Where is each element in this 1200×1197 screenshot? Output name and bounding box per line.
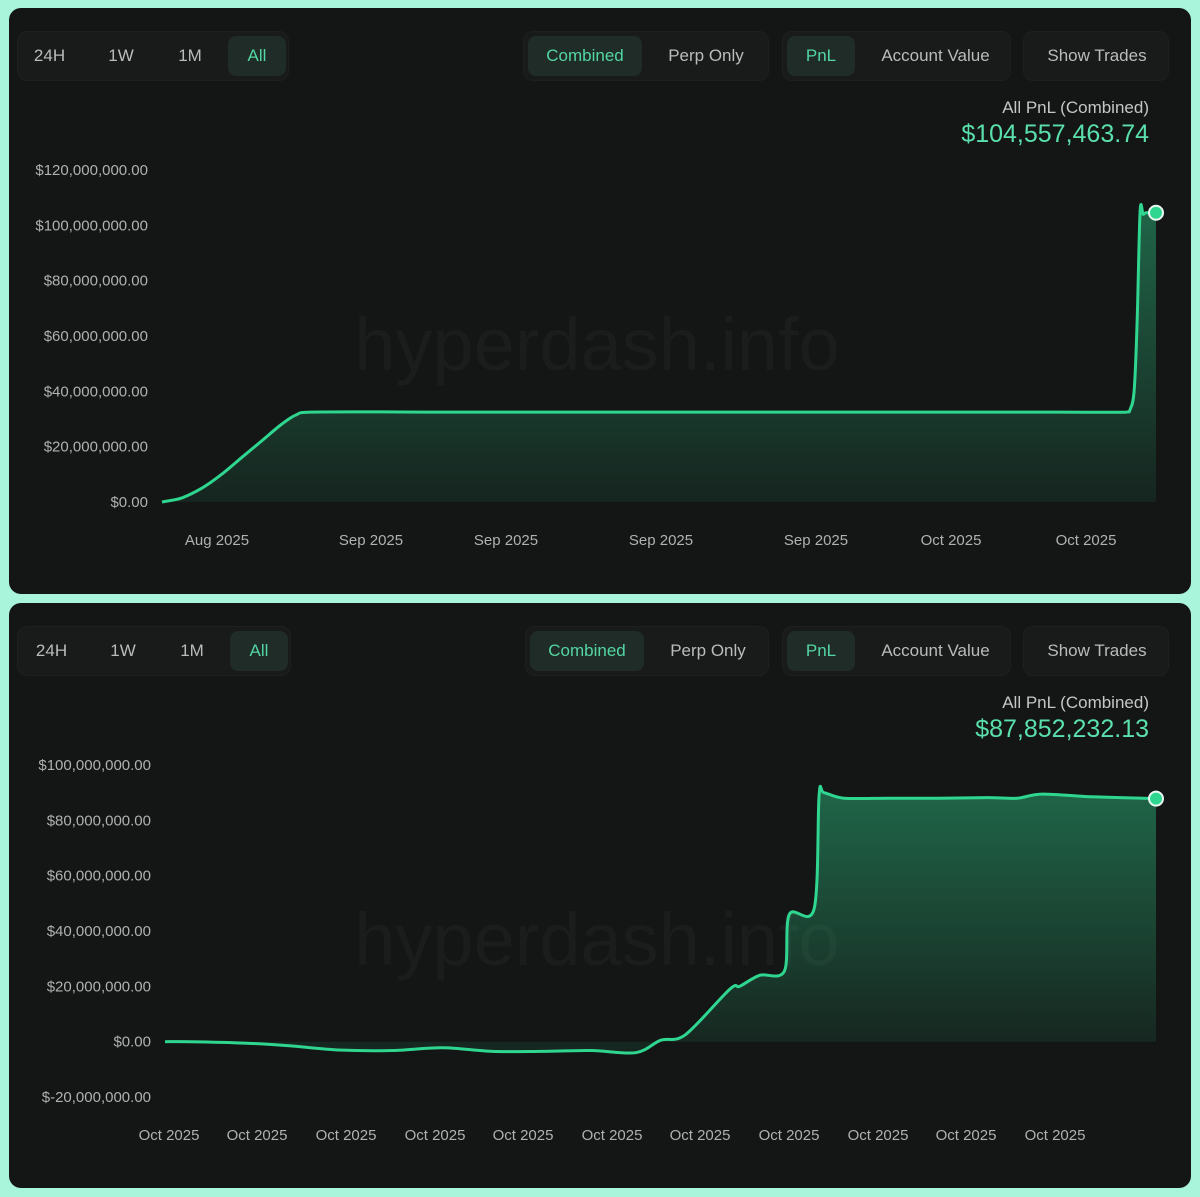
scope-tab-combined[interactable]: Combined — [530, 631, 644, 671]
summary-label: All PnL (Combined) — [1002, 98, 1149, 117]
y-tick-label: $100,000,000.00 — [35, 217, 148, 234]
x-tick-label: Sep 2025 — [339, 532, 403, 549]
range-tab-1m[interactable]: 1M — [180, 641, 204, 660]
y-tick-label: $0.00 — [113, 1034, 151, 1051]
x-tick-label: Oct 2025 — [759, 1127, 820, 1144]
metric-tab-pnl[interactable]: PnL — [787, 631, 855, 671]
range-tab-group: 24H 1W 1M All — [17, 31, 289, 81]
x-tick-label: Oct 2025 — [936, 1127, 997, 1144]
y-tick-label: $100,000,000.00 — [38, 757, 151, 774]
x-tick-label: Oct 2025 — [316, 1127, 377, 1144]
y-tick-label: $20,000,000.00 — [44, 439, 148, 456]
x-tick-label: Aug 2025 — [185, 532, 249, 549]
show-trades-button[interactable]: Show Trades — [1047, 641, 1147, 660]
x-tick-label: Oct 2025 — [670, 1127, 731, 1144]
x-tick-label: Oct 2025 — [139, 1127, 200, 1144]
range-tab-1w[interactable]: 1W — [108, 46, 134, 65]
x-tick-label: Oct 2025 — [227, 1127, 288, 1144]
scope-tab-perp-only[interactable]: Perp Only — [670, 641, 746, 660]
y-tick-label: $40,000,000.00 — [44, 383, 148, 400]
last-value-marker[interactable] — [1148, 790, 1164, 807]
pnl-panel-1: 24H 1W 1M All Combined Perp Only PnL Account Va… — [9, 8, 1191, 594]
pnl-chart: hyperdash.info $0.00 $20,000,000.00 $40,000… — [35, 162, 1164, 549]
watermark: hyperdash.info — [354, 303, 839, 386]
scope-tab-perp-only[interactable]: Perp Only — [668, 46, 744, 65]
last-value-marker[interactable] — [1148, 204, 1164, 221]
metric-tab-account-value[interactable]: Account Value — [881, 46, 990, 65]
range-tab-all[interactable]: All — [228, 36, 286, 76]
pnl-area — [165, 786, 1156, 1054]
metric-tab-group: PnL Account Value — [782, 626, 1011, 676]
range-tab-24h[interactable]: 24H — [33, 46, 66, 65]
pnl-chart: hyperdash.info $-20,000,000.00 $0.00 $20,00… — [38, 757, 1164, 1144]
x-tick-label: Sep 2025 — [474, 532, 538, 549]
summary-value: $87,852,232.13 — [975, 715, 1149, 743]
scope-tab-combined[interactable]: Combined — [528, 36, 642, 76]
x-tick-label: Sep 2025 — [784, 532, 848, 549]
y-tick-label: $20,000,000.00 — [47, 978, 151, 995]
x-tick-label: Oct 2025 — [848, 1127, 909, 1144]
scope-tab-group: Combined Perp Only — [523, 31, 769, 81]
x-tick-label: Oct 2025 — [582, 1127, 643, 1144]
y-tick-label: $-20,000,000.00 — [42, 1089, 151, 1106]
metric-tab-group: PnL Account Value — [782, 31, 1011, 81]
x-tick-label: Oct 2025 — [405, 1127, 466, 1144]
range-tab-1w[interactable]: 1W — [110, 641, 136, 660]
show-trades-button[interactable]: Show Trades — [1047, 46, 1147, 65]
range-tab-all[interactable]: All — [230, 631, 288, 671]
show-trades-group: Show Trades — [1023, 626, 1169, 676]
metric-tab-pnl[interactable]: PnL — [787, 36, 855, 76]
y-tick-label: $80,000,000.00 — [44, 273, 148, 290]
y-tick-label: $60,000,000.00 — [44, 328, 148, 345]
range-tab-1m[interactable]: 1M — [178, 46, 202, 65]
x-tick-label: Oct 2025 — [921, 532, 982, 549]
x-tick-label: Oct 2025 — [493, 1127, 554, 1144]
scope-tab-group: Combined Perp Only — [525, 626, 769, 676]
show-trades-group: Show Trades — [1023, 31, 1169, 81]
x-tick-label: Oct 2025 — [1056, 532, 1117, 549]
y-tick-label: $80,000,000.00 — [47, 812, 151, 829]
range-tab-group: 24H 1W 1M All — [17, 626, 291, 676]
pnl-line — [161, 203, 1157, 504]
metric-tab-account-value[interactable]: Account Value — [881, 641, 990, 660]
x-tick-label: Oct 2025 — [1025, 1127, 1086, 1144]
y-tick-label: $40,000,000.00 — [47, 923, 151, 940]
y-tick-label: $120,000,000.00 — [35, 162, 148, 179]
y-tick-label: $60,000,000.00 — [47, 868, 151, 885]
x-tick-label: Sep 2025 — [629, 532, 693, 549]
y-tick-label: $0.00 — [110, 494, 148, 511]
pnl-panel-2: 24H 1W 1M All Combined Perp Only PnL Account Va… — [9, 603, 1191, 1188]
watermark: hyperdash.info — [354, 898, 839, 981]
pnl-line — [164, 784, 1157, 1055]
pnl-area — [162, 204, 1156, 502]
summary-value: $104,557,463.74 — [961, 120, 1149, 148]
range-tab-24h[interactable]: 24H — [35, 641, 68, 660]
summary-label: All PnL (Combined) — [1002, 693, 1149, 712]
